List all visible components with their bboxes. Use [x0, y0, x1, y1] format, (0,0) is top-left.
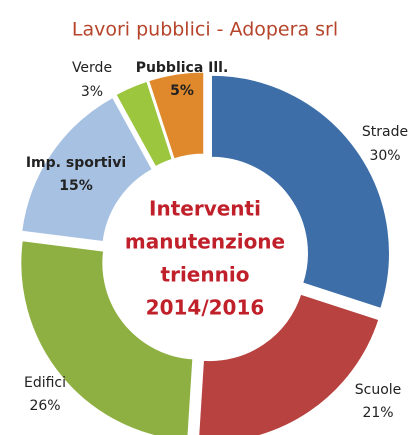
slice-label: Edifici: [24, 375, 66, 391]
center-text: triennio: [161, 263, 250, 287]
slice-label: Pubblica Ill.: [136, 60, 229, 76]
donut-slice: [115, 80, 173, 168]
slice-value-label: 21%: [362, 405, 393, 421]
center-text: manutenzione: [125, 230, 285, 254]
slice-value-label: 3%: [81, 84, 103, 100]
slice-label: Scuole: [355, 382, 402, 398]
chart-title: Lavori pubblici - Adopera srl: [72, 19, 338, 41]
donut-slice: [210, 74, 390, 309]
center-text: 2014/2016: [146, 296, 265, 320]
donut-slice: [20, 240, 194, 435]
donut-slice: [21, 96, 153, 243]
slice-value-label: 5%: [170, 83, 194, 99]
slice-label: Strade: [362, 124, 408, 140]
slice-label: Imp. sportivi: [26, 155, 126, 171]
donut-slice: [198, 293, 380, 435]
slice-value-label: 15%: [59, 178, 93, 194]
slice-value-label: 26%: [29, 398, 60, 414]
slice-value-label: 30%: [369, 148, 400, 164]
center-text: Interventi: [149, 197, 261, 221]
donut-slice: [148, 71, 205, 160]
slice-label: Verde: [72, 60, 112, 76]
